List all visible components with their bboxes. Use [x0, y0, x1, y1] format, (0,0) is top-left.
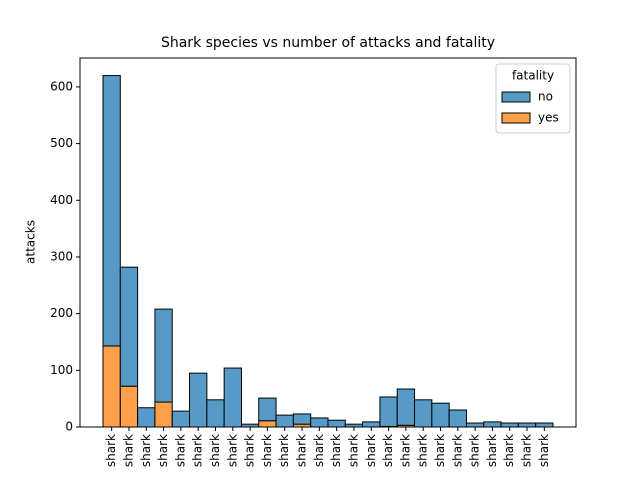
- bar-segment: [448, 409, 467, 428]
- x-tick-label: shark: [520, 434, 534, 467]
- bar-segment: [189, 372, 208, 428]
- x-tick-label: shark: [416, 434, 430, 467]
- legend-label: yes: [538, 111, 559, 125]
- x-tick-label: shark: [121, 434, 135, 467]
- bar-segment: [517, 422, 537, 428]
- bar-segment: [535, 422, 554, 428]
- bar-segment: [102, 75, 121, 347]
- x-tick-label: shark: [364, 434, 378, 467]
- bar-segment: [171, 410, 191, 428]
- bar-segment: [154, 401, 173, 428]
- x-tick-label: shark: [485, 434, 499, 467]
- x-tick-label: shark: [398, 434, 412, 467]
- bar-segment: [223, 367, 242, 428]
- bar-segment: [119, 266, 139, 387]
- legend-label: no: [538, 90, 553, 104]
- x-tick-label: shark: [191, 434, 205, 467]
- x-tick-label: shark: [329, 434, 343, 467]
- y-tick-label: 400: [50, 193, 73, 207]
- bar-segment: [258, 420, 277, 428]
- y-tick-label: 0: [65, 420, 73, 434]
- bar-segment: [292, 413, 312, 425]
- bar-segment: [483, 421, 502, 428]
- bar-segment: [275, 414, 294, 428]
- chart-title: Shark species vs number of attacks and f…: [161, 35, 495, 51]
- x-tick-label: shark: [450, 434, 464, 467]
- bar-segment: [431, 402, 450, 428]
- y-tick-label: 500: [50, 136, 73, 150]
- legend-swatch: [501, 91, 531, 103]
- bar-segment: [465, 422, 485, 428]
- bar-segment: [362, 421, 381, 428]
- x-tick-label: shark: [502, 434, 516, 467]
- bar-segment: [119, 385, 139, 428]
- x-tick-label: shark: [346, 434, 360, 467]
- x-tick-label: shark: [295, 434, 309, 467]
- x-tick-label: shark: [468, 434, 482, 467]
- bar-segment: [414, 399, 433, 428]
- y-tick-label: 100: [50, 363, 73, 377]
- x-tick-label: shark: [277, 434, 291, 467]
- x-tick-label: shark: [537, 434, 551, 467]
- x-tick-label: shark: [156, 434, 170, 467]
- y-tick-label: 600: [50, 79, 73, 93]
- x-tick-label: shark: [243, 434, 257, 467]
- x-tick-label: shark: [139, 434, 153, 467]
- bar-segment: [396, 388, 416, 426]
- legend-title: fatality: [512, 69, 554, 83]
- bar-segment: [137, 407, 156, 428]
- bar-segment: [500, 422, 519, 428]
- bar-segment: [258, 397, 277, 422]
- x-tick-label: shark: [381, 434, 395, 467]
- bar-segment: [102, 345, 121, 428]
- x-tick-label: shark: [173, 434, 187, 467]
- axes-frame: [79, 57, 577, 428]
- bar-segment: [379, 396, 398, 427]
- y-tick-label: 300: [50, 249, 73, 263]
- y-tick-label: 200: [50, 306, 73, 320]
- bar-segment: [327, 419, 346, 428]
- x-tick-label: shark: [312, 434, 326, 467]
- x-tick-label: shark: [260, 434, 274, 467]
- x-tick-label: shark: [104, 434, 118, 467]
- bar-segment: [310, 417, 329, 428]
- bar-segment: [154, 308, 173, 403]
- x-tick-label: shark: [433, 434, 447, 467]
- bar-segment: [206, 399, 225, 428]
- x-tick-label: shark: [208, 434, 222, 467]
- x-tick-label: shark: [225, 434, 239, 467]
- legend-swatch: [501, 112, 531, 124]
- y-axis-label: attacks: [24, 220, 38, 264]
